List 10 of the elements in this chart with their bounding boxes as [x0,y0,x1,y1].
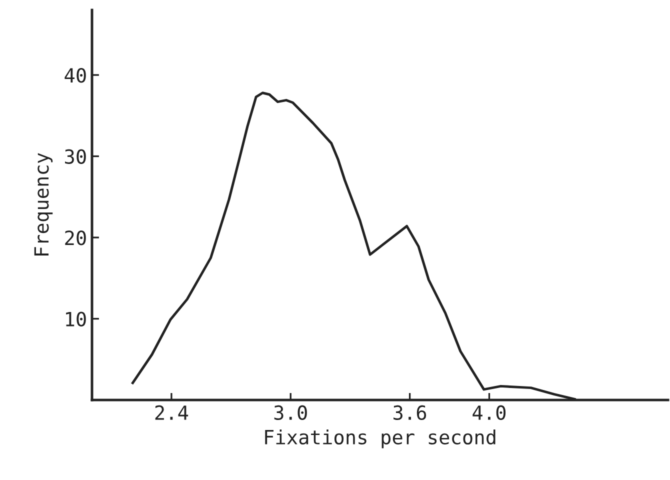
x-tick-label: 3.0 [274,405,307,420]
y-tick-label: 20 [65,230,86,246]
x-axis-title: Fixations per second [265,429,496,448]
x-tick-label: 4.0 [472,405,506,420]
x-tick-label: 2.4 [155,405,188,420]
y-tick-label: 30 [65,149,86,164]
y-tick-label: 10 [66,312,86,326]
y-axis-title: Frequency [34,153,53,256]
x-tick-label: 3.6 [394,405,426,420]
y-tick-label: 40 [64,68,86,83]
